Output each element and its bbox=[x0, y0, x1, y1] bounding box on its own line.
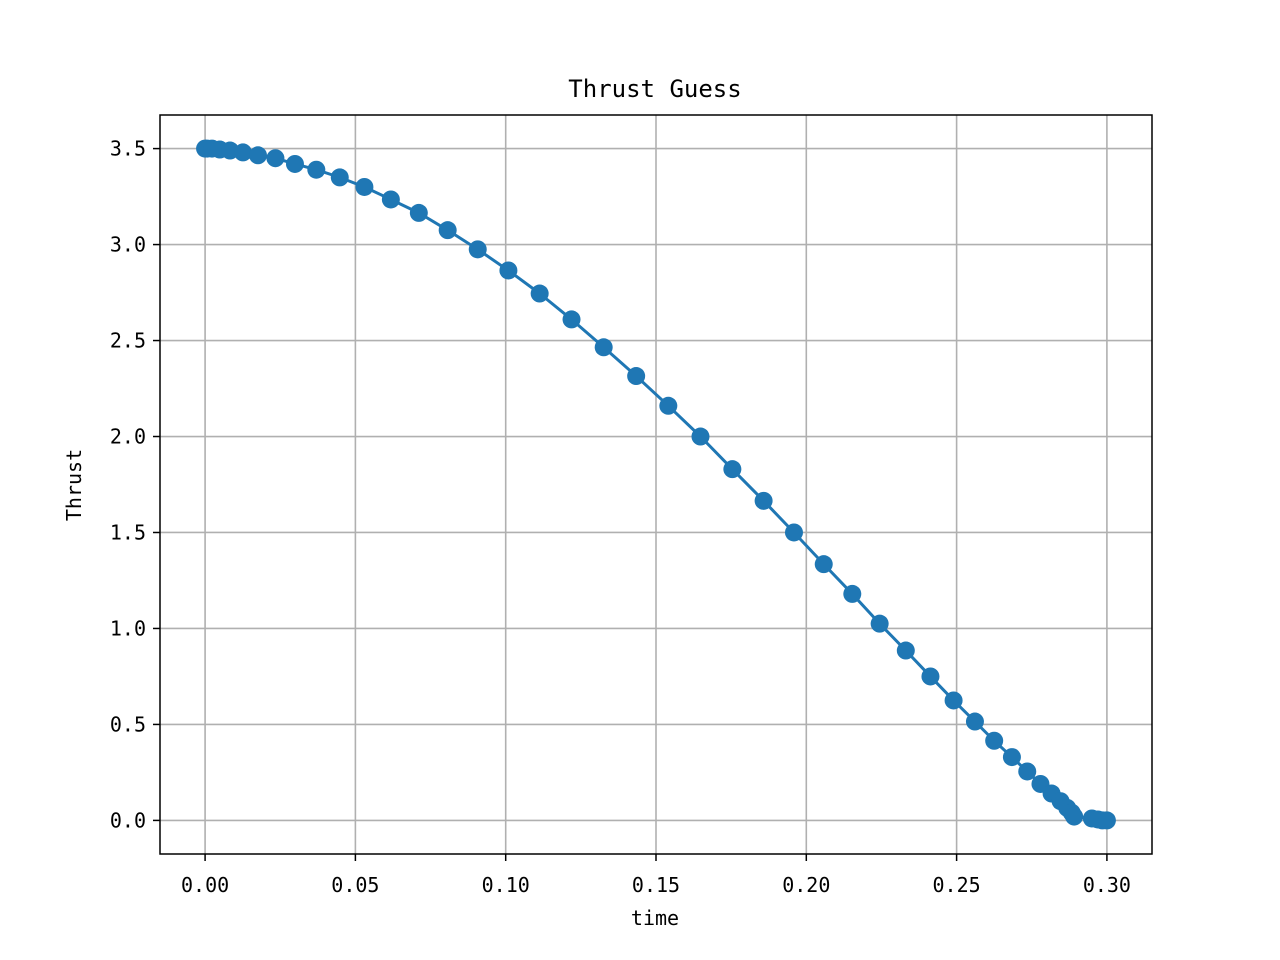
y-tick-label: 3.0 bbox=[110, 233, 146, 257]
data-point bbox=[1018, 762, 1037, 781]
data-point bbox=[1002, 748, 1021, 767]
data-point bbox=[248, 146, 267, 165]
data-point bbox=[870, 614, 889, 633]
data-point bbox=[381, 190, 400, 209]
data-point bbox=[562, 310, 581, 329]
x-axis-label: time bbox=[631, 906, 679, 930]
data-point bbox=[330, 168, 349, 187]
data-point bbox=[843, 584, 862, 603]
x-tick-label: 0.30 bbox=[1083, 873, 1131, 897]
y-tick-label: 1.5 bbox=[110, 520, 146, 544]
data-point bbox=[1097, 811, 1116, 830]
data-point bbox=[438, 221, 457, 240]
x-tick-label: 0.15 bbox=[632, 873, 680, 897]
data-point bbox=[814, 555, 833, 574]
data-point bbox=[409, 203, 428, 222]
y-axis-ticks: 0.0 0.5 1.0 1.5 2.0 2.5 3.0 3.5 bbox=[110, 137, 160, 832]
x-tick-label: 0.05 bbox=[331, 873, 379, 897]
data-point bbox=[266, 149, 285, 168]
chart-title: Thrust Guess bbox=[568, 75, 741, 103]
y-tick-label: 2.5 bbox=[110, 329, 146, 353]
series-layer bbox=[196, 139, 1116, 830]
y-tick-label: 0.5 bbox=[110, 712, 146, 736]
data-point bbox=[499, 261, 518, 280]
data-point bbox=[784, 523, 803, 542]
data-point bbox=[233, 143, 252, 162]
data-point bbox=[285, 154, 304, 173]
y-tick-label: 2.0 bbox=[110, 425, 146, 449]
data-point bbox=[985, 731, 1004, 750]
data-point bbox=[530, 284, 549, 303]
x-axis-ticks: 0.00 0.05 0.10 0.15 0.20 0.25 0.30 bbox=[181, 854, 1131, 897]
x-tick-label: 0.25 bbox=[933, 873, 981, 897]
data-point bbox=[691, 427, 710, 446]
data-point bbox=[1065, 807, 1084, 826]
data-point bbox=[896, 641, 915, 660]
y-axis-label: Thrust bbox=[62, 449, 86, 521]
data-point bbox=[468, 240, 487, 259]
data-point bbox=[944, 691, 963, 710]
y-tick-label: 0.0 bbox=[110, 808, 146, 832]
x-tick-label: 0.00 bbox=[181, 873, 229, 897]
grid-lines bbox=[160, 115, 1152, 854]
x-tick-label: 0.10 bbox=[482, 873, 530, 897]
y-tick-label: 3.5 bbox=[110, 137, 146, 161]
data-point bbox=[754, 491, 773, 510]
data-point bbox=[307, 160, 326, 179]
x-tick-label: 0.20 bbox=[782, 873, 830, 897]
data-point bbox=[921, 667, 940, 686]
y-tick-label: 1.0 bbox=[110, 616, 146, 640]
data-point bbox=[723, 460, 742, 479]
data-point bbox=[594, 338, 613, 357]
data-point bbox=[659, 396, 678, 415]
data-point bbox=[965, 712, 984, 731]
data-point bbox=[627, 367, 646, 386]
data-point bbox=[355, 177, 374, 196]
